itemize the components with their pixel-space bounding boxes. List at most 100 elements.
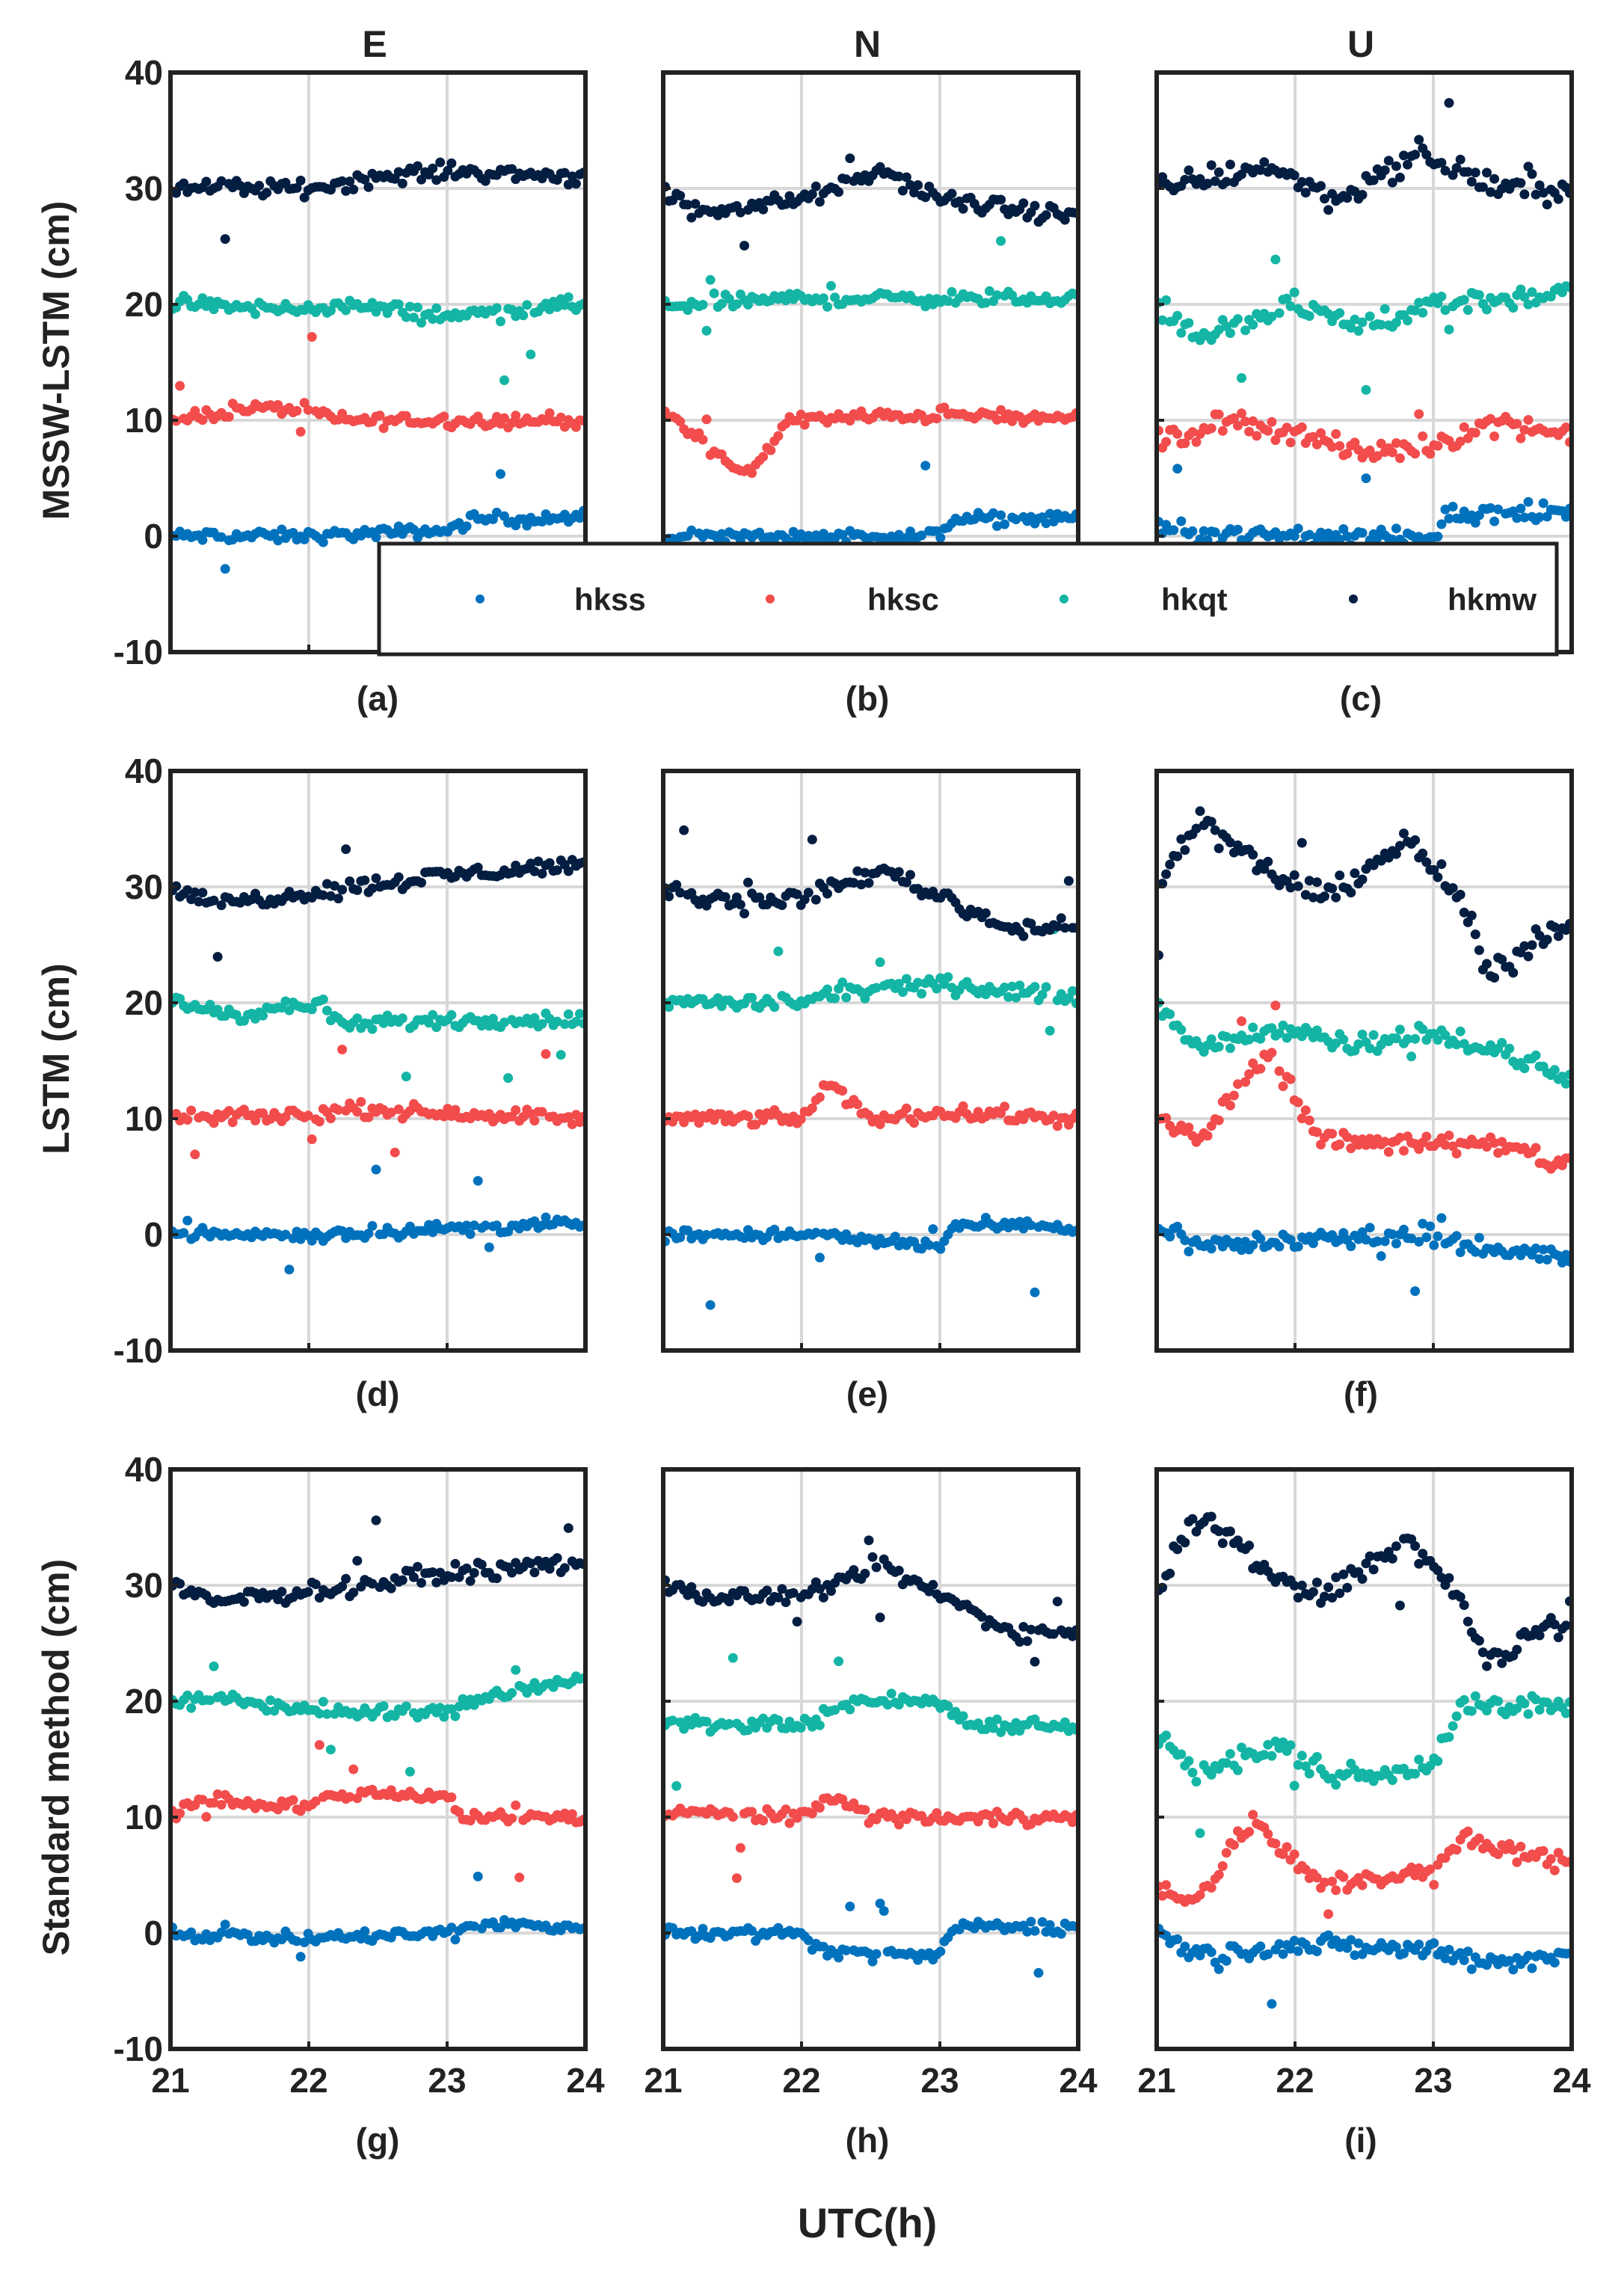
panel-g-ytick-label--10: -10 xyxy=(114,2029,163,2068)
point-hkmw-i-21 xyxy=(1233,1535,1243,1546)
point-hkss-c-12 xyxy=(1199,526,1209,536)
point-hkqt-g-72 xyxy=(439,1712,449,1722)
point-hkqt-a-87 xyxy=(496,316,505,327)
point-hksc-f-50 xyxy=(1342,1132,1353,1143)
point-hkss-i-76 xyxy=(1440,1953,1451,1964)
point-hkqt-f-38 xyxy=(1297,1031,1307,1042)
point-hksc-c-7 xyxy=(1180,438,1190,449)
point-hkss-f-23 xyxy=(1240,1237,1251,1247)
point-hkss-i-50 xyxy=(1342,1943,1353,1953)
point-hksc-c-20 xyxy=(1228,413,1239,423)
point-hkmw-e-104 xyxy=(1052,921,1062,932)
point-hkss-b-65 xyxy=(905,526,915,537)
point-hkss-i-63 xyxy=(1391,1942,1401,1952)
point-hksc-c-30 xyxy=(1267,417,1277,427)
point-hkss-e-73 xyxy=(935,1244,946,1254)
point-hkqt-c-52 xyxy=(1350,314,1360,325)
point-hksc-f-77 xyxy=(1444,1131,1454,1140)
point-hkss-b-73 xyxy=(935,532,946,543)
series-hkss-panel-e xyxy=(663,1212,1078,1310)
point-hkmw-e-7 xyxy=(686,888,697,898)
panel-h: 21 22 23 24 xyxy=(644,1467,1098,2100)
point-hkmw-a-73 xyxy=(443,165,453,176)
point-hkmw-e-5 xyxy=(679,825,689,835)
point-hkqt-h-5 xyxy=(679,1724,689,1734)
panel-a-ytick-label-20: 20 xyxy=(125,285,163,324)
series-hkqt-panel-d xyxy=(170,992,585,1084)
point-hkmw-c-39 xyxy=(1300,188,1311,198)
point-hkmw-g-29 xyxy=(277,1587,287,1597)
panel-a-points xyxy=(170,157,585,574)
point-hksc-i-73 xyxy=(1429,1880,1439,1890)
point-hkqt-d-98 xyxy=(537,1018,547,1029)
point-hkss-h-58 xyxy=(879,1906,889,1916)
point-hksc-c-16 xyxy=(1214,409,1224,420)
point-hkss-h-7 xyxy=(686,1926,697,1936)
point-hksc-f-16 xyxy=(1214,1115,1224,1125)
point-hkss-c-9 xyxy=(1187,526,1198,536)
point-hkss-f-74 xyxy=(1433,1231,1443,1241)
point-hksc-d-4 xyxy=(182,1115,193,1125)
point-hkmw-a-23 xyxy=(254,180,265,191)
point-hkss-f-49 xyxy=(1338,1228,1349,1238)
point-hksc-c-70 xyxy=(1418,431,1428,441)
point-hksc-c-10 xyxy=(1191,437,1202,447)
point-hkmw-f-68 xyxy=(1410,835,1421,845)
point-hkmw-h-96 xyxy=(1022,1636,1033,1647)
point-hkmw-b-7 xyxy=(686,212,697,223)
point-hkmw-i-50 xyxy=(1342,1582,1353,1593)
point-hkmw-f-83 xyxy=(1466,910,1477,921)
point-hkss-i-29 xyxy=(1263,1949,1273,1959)
point-hkss-f-59 xyxy=(1376,1251,1386,1262)
point-hkmw-f-41 xyxy=(1308,892,1318,903)
point-hkmw-h-30 xyxy=(773,1592,784,1602)
point-hkss-a-87 xyxy=(496,469,505,479)
point-hksc-i-49 xyxy=(1338,1872,1349,1882)
point-hkss-i-105 xyxy=(1549,1958,1560,1968)
point-hkqt-h-59 xyxy=(882,1700,893,1710)
point-hkmw-h-27 xyxy=(762,1585,772,1596)
point-hksc-d-39 xyxy=(314,1116,325,1127)
point-hksc-d-105 xyxy=(563,1112,573,1122)
point-hkss-c-4 xyxy=(1169,525,1179,535)
point-hkss-c-90 xyxy=(1493,504,1504,514)
point-hkqt-i-11 xyxy=(1195,1828,1205,1838)
point-hkqt-d-30 xyxy=(280,996,291,1007)
point-hkss-f-22 xyxy=(1237,1245,1246,1256)
point-hkmw-c-99 xyxy=(1527,169,1537,179)
point-hkmw-e-62 xyxy=(893,867,904,877)
point-hksc-c-24 xyxy=(1244,426,1255,437)
point-hkqt-b-69 xyxy=(920,301,931,312)
point-hksc-c-108 xyxy=(1560,422,1571,432)
point-hkmw-i-95 xyxy=(1512,1644,1522,1655)
point-hkqt-i-52 xyxy=(1350,1765,1360,1775)
panel-a-ytick-label-10: 10 xyxy=(125,401,163,440)
point-hkqt-h-92 xyxy=(1007,1726,1018,1736)
point-hksc-f-13 xyxy=(1202,1131,1213,1141)
point-hkmw-f-103 xyxy=(1542,935,1552,944)
point-hksc-d-98 xyxy=(537,1107,547,1117)
point-hkmw-f-80 xyxy=(1455,889,1465,900)
point-hksc-i-18 xyxy=(1221,1848,1231,1858)
point-hkqt-f-34 xyxy=(1282,1033,1292,1043)
point-hkss-f-32 xyxy=(1274,1241,1285,1252)
point-hkqt-i-29 xyxy=(1263,1739,1273,1750)
point-hkqt-g-11 xyxy=(209,1661,219,1671)
point-hkmw-b-46 xyxy=(834,187,844,197)
panel-g-ytick-label-30: 30 xyxy=(125,1566,163,1605)
point-hkqt-f-79 xyxy=(1451,1039,1462,1050)
series-hkss-panel-g xyxy=(170,1871,585,1962)
point-hkqt-c-76 xyxy=(1440,305,1451,316)
point-hkmw-i-9 xyxy=(1187,1514,1198,1524)
point-hkqt-b-10 xyxy=(698,300,708,310)
point-hkqt-h-45 xyxy=(830,1705,840,1715)
point-hkqt-f-49 xyxy=(1338,1034,1349,1045)
point-hkqt-b-19 xyxy=(731,299,742,310)
point-hkqt-c-45 xyxy=(1323,309,1334,319)
point-hkss-c-5 xyxy=(1172,464,1183,474)
point-hkqt-h-79 xyxy=(958,1711,968,1721)
point-hkmw-e-40 xyxy=(811,894,821,905)
point-hkmw-d-54 xyxy=(371,873,381,883)
point-hksc-f-18 xyxy=(1221,1093,1231,1103)
